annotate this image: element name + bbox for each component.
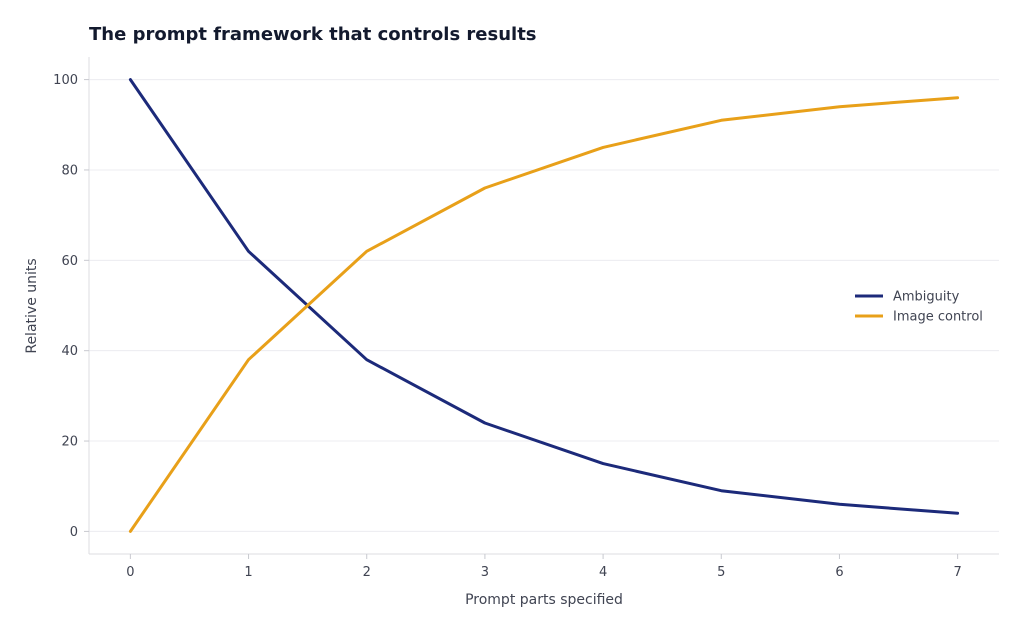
series-line-image-control <box>128 96 960 533</box>
x-axis-label: Prompt parts specified <box>465 592 623 608</box>
grid-lines <box>89 79 999 532</box>
y-axis-ticks: 0 20 40 60 80 100 <box>53 73 89 540</box>
x-tick-label: 2 <box>363 565 371 580</box>
chart-title: The prompt framework that controls resul… <box>89 24 537 45</box>
legend: Ambiguity Image control <box>855 290 983 325</box>
legend-label-ambiguity: Ambiguity <box>893 290 960 305</box>
series-line-ambiguity <box>128 78 960 515</box>
x-tick-label: 3 <box>481 565 489 580</box>
y-tick-label: 80 <box>61 163 78 178</box>
y-tick-label: 40 <box>61 344 78 359</box>
x-tick-label: 0 <box>126 565 134 580</box>
legend-label-image-control: Image control <box>893 310 983 325</box>
y-tick-label: 0 <box>70 525 78 540</box>
axes <box>88 57 999 555</box>
y-tick-label: 60 <box>61 254 78 269</box>
y-tick-label: 100 <box>53 73 78 88</box>
x-axis-ticks: 0 1 2 3 4 5 6 7 <box>126 554 962 580</box>
x-tick-label: 7 <box>953 565 961 580</box>
x-tick-label: 6 <box>835 565 843 580</box>
x-tick-label: 1 <box>244 565 252 580</box>
y-tick-label: 20 <box>61 435 78 450</box>
x-tick-label: 5 <box>717 565 725 580</box>
y-axis-label: Relative units <box>24 258 40 353</box>
series-lines <box>128 78 960 533</box>
x-tick-label: 4 <box>599 565 607 580</box>
